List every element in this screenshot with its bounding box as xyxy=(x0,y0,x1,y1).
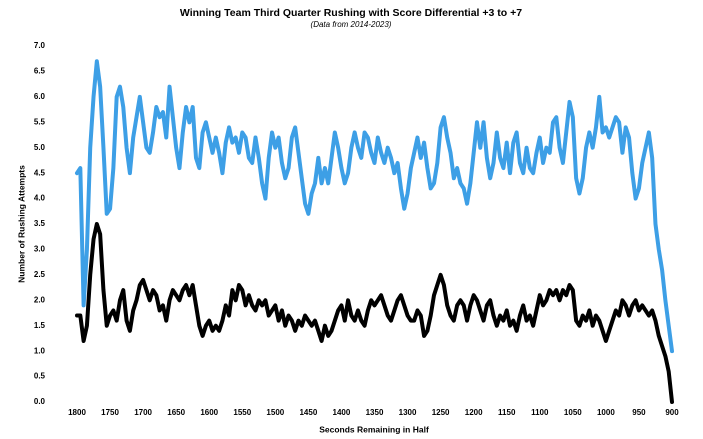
y-tick-label: 3.0 xyxy=(34,245,46,254)
x-tick-label: 900 xyxy=(665,408,679,417)
x-tick-label: 1300 xyxy=(399,408,417,417)
y-tick-label: 0.5 xyxy=(34,372,46,381)
x-tick-label: 1350 xyxy=(366,408,384,417)
x-tick-label: 1200 xyxy=(465,408,483,417)
x-tick-label: 1600 xyxy=(200,408,218,417)
x-tick-label: 1050 xyxy=(564,408,582,417)
y-tick-label: 1.0 xyxy=(34,346,46,355)
x-tick-label: 1400 xyxy=(333,408,351,417)
y-tick-label: 4.5 xyxy=(34,168,46,177)
series-line xyxy=(75,59,674,354)
y-tick-label: 2.5 xyxy=(34,270,46,279)
y-tick-label: 4.0 xyxy=(34,194,46,203)
x-tick-label: 1500 xyxy=(266,408,284,417)
series-line xyxy=(75,222,674,404)
y-tick-label: 7.0 xyxy=(34,41,46,50)
y-tick-label: 0.0 xyxy=(34,397,46,406)
x-tick-label: 1000 xyxy=(597,408,615,417)
y-tick-label: 6.5 xyxy=(34,67,46,76)
x-tick-label: 950 xyxy=(632,408,646,417)
y-tick-label: 5.0 xyxy=(34,143,46,152)
x-tick-label: 1450 xyxy=(299,408,317,417)
y-tick-label: 5.5 xyxy=(34,117,46,126)
y-tick-label: 2.0 xyxy=(34,295,46,304)
chart-title: Winning Team Third Quarter Rushing with … xyxy=(180,7,522,19)
x-tick-label: 1150 xyxy=(498,408,516,417)
x-tick-label: 1650 xyxy=(167,408,185,417)
y-tick-label: 6.0 xyxy=(34,92,46,101)
x-tick-label: 1550 xyxy=(233,408,251,417)
x-tick-label: 1800 xyxy=(68,408,86,417)
y-axis-label: Number of Rushing Attempts xyxy=(16,165,26,283)
x-axis-label: Seconds Remaining in Half xyxy=(319,424,429,434)
x-tick-label: 1750 xyxy=(101,408,119,417)
x-tick-label: 1250 xyxy=(432,408,450,417)
y-tick-label: 1.5 xyxy=(34,321,46,330)
x-tick-label: 1100 xyxy=(531,408,549,417)
x-tick-label: 1700 xyxy=(134,408,152,417)
chart-subtitle: (Data from 2014-2023) xyxy=(311,20,392,29)
y-tick-label: 3.5 xyxy=(34,219,46,228)
